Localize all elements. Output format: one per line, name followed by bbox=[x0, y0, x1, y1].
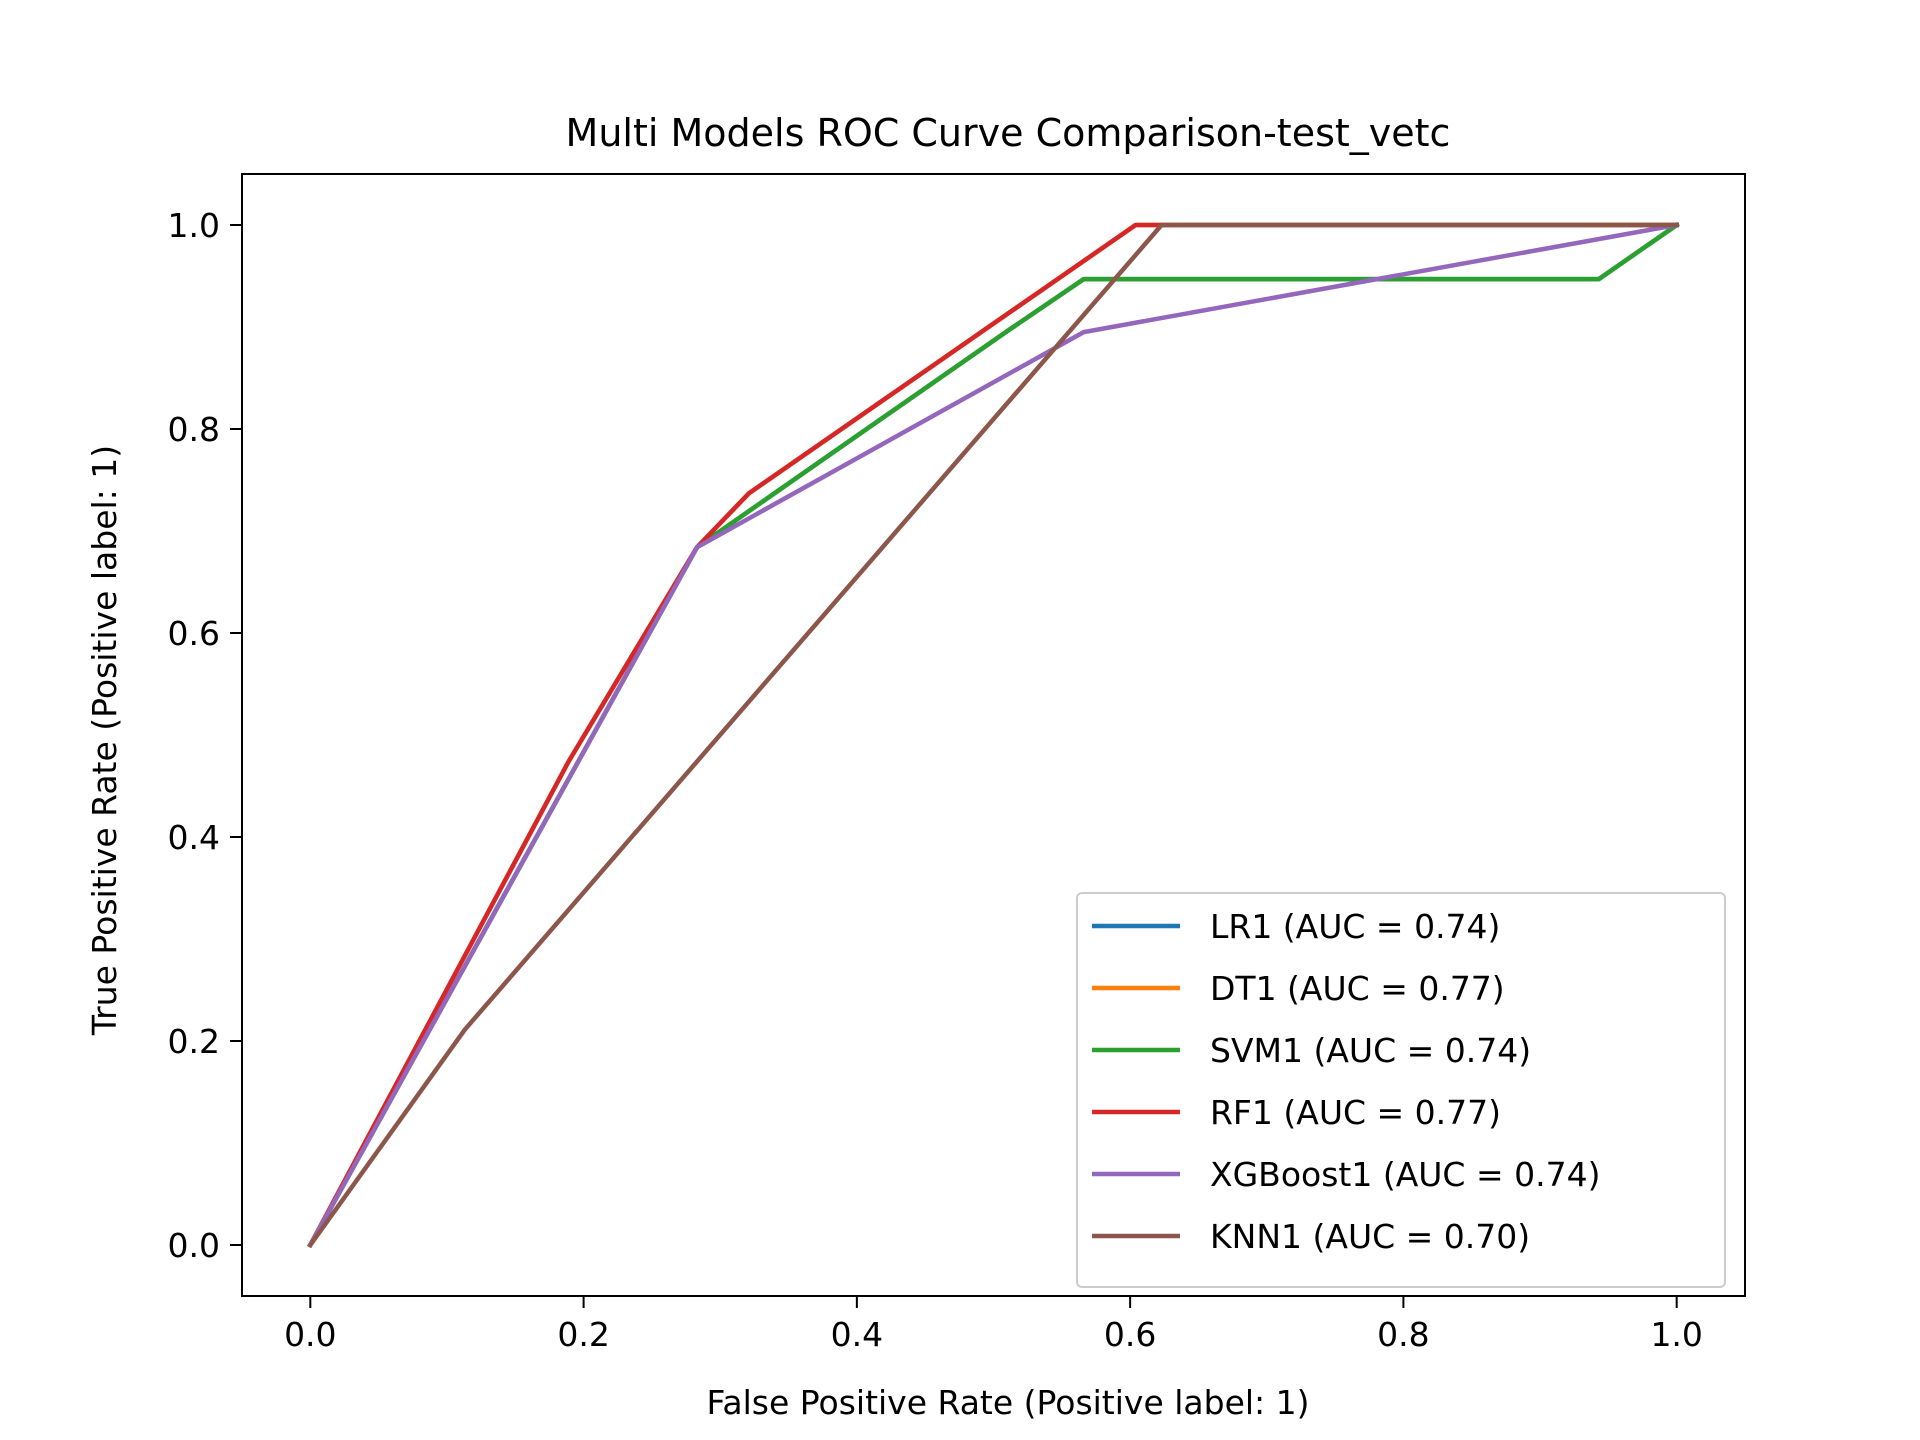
y-tick-label: 0.0 bbox=[168, 1226, 220, 1265]
y-tick-label: 1.0 bbox=[168, 206, 220, 245]
legend-items: LR1 (AUC = 0.74) DT1 (AUC = 0.77) SVM1 (AU… bbox=[1092, 907, 1600, 1256]
x-tick-label: 1.0 bbox=[1650, 1315, 1702, 1354]
y-tick-label: 0.2 bbox=[168, 1022, 220, 1061]
axes-frame bbox=[241, 173, 1746, 1297]
series-layer bbox=[307, 221, 1680, 1249]
chart-title: Multi Models ROC Curve Comparison-test_v… bbox=[566, 111, 1451, 155]
y-axis-ticks: 0.0 0.2 0.4 0.6 0.8 1.0 bbox=[168, 206, 242, 1265]
y-tick-label: 0.8 bbox=[168, 410, 220, 449]
x-tick-label: 0.2 bbox=[557, 1315, 609, 1354]
x-tick-label: 0.4 bbox=[831, 1315, 883, 1354]
legend: LR1 (AUC = 0.74) DT1 (AUC = 0.77) SVM1 (AU… bbox=[1076, 892, 1726, 1288]
series-line-5 bbox=[307, 222, 1679, 1249]
legend-box bbox=[1076, 892, 1726, 1288]
series-line-4 bbox=[307, 222, 1680, 1249]
legend-label-4: XGBoost1 (AUC = 0.74) bbox=[1210, 1155, 1600, 1194]
legend-label-2: SVM1 (AUC = 0.74) bbox=[1210, 1031, 1531, 1070]
x-tick-label: 0.0 bbox=[284, 1315, 336, 1354]
y-tick-label: 0.4 bbox=[168, 818, 220, 857]
legend-label-5: KNN1 (AUC = 0.70) bbox=[1210, 1217, 1530, 1256]
legend-label-1: DT1 (AUC = 0.77) bbox=[1210, 969, 1505, 1008]
x-axis-ticks: 0.0 0.2 0.4 0.6 0.8 1.0 bbox=[284, 1296, 1703, 1354]
y-axis-label: True Positive Rate (Positive label: 1) bbox=[85, 445, 124, 1036]
x-tick-label: 0.8 bbox=[1377, 1315, 1429, 1354]
legend-label-3: RF1 (AUC = 0.77) bbox=[1210, 1093, 1501, 1132]
x-axis-label: False Positive Rate (Positive label: 1) bbox=[706, 1383, 1309, 1422]
x-tick-label: 0.6 bbox=[1104, 1315, 1156, 1354]
y-tick-label: 0.6 bbox=[168, 614, 220, 653]
legend-label-0: LR1 (AUC = 0.74) bbox=[1210, 907, 1500, 946]
